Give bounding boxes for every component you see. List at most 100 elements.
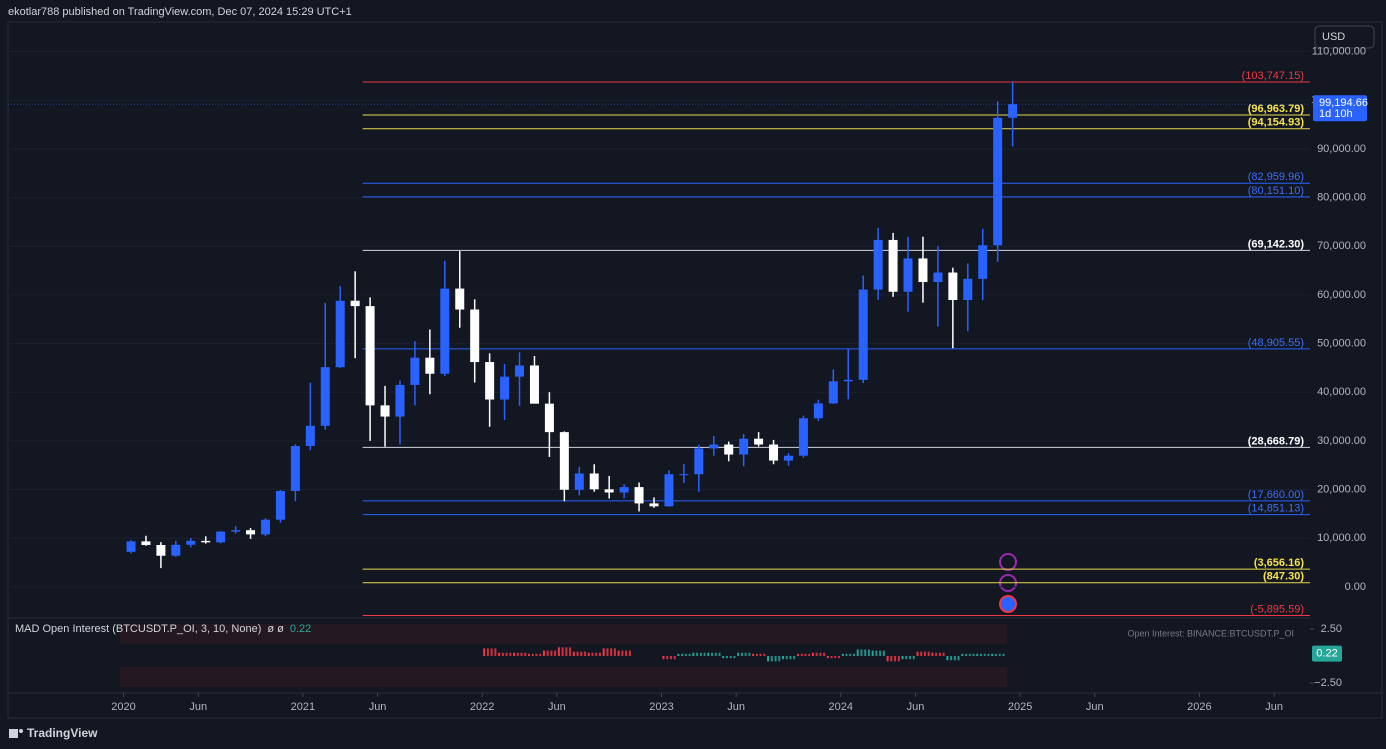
candle-body bbox=[963, 278, 973, 301]
indicator-bar bbox=[520, 652, 523, 656]
indicator-bar bbox=[584, 651, 587, 656]
indicator-bar bbox=[557, 647, 560, 656]
candle-body bbox=[798, 418, 808, 456]
currency-button[interactable] bbox=[1314, 25, 1375, 49]
candle-body bbox=[350, 300, 360, 307]
indicator-bar bbox=[561, 647, 564, 656]
indicator-bar bbox=[770, 655, 773, 662]
indicator-bar bbox=[927, 651, 930, 656]
indicator-bar bbox=[602, 648, 605, 656]
level-label: (80,151.10) bbox=[1248, 185, 1304, 197]
currency[interactable]: USD bbox=[1322, 31, 1345, 43]
indicator-bar bbox=[527, 653, 530, 656]
candle-body bbox=[500, 376, 510, 400]
indicator-bar bbox=[483, 648, 486, 656]
x-tick-label: 2020 bbox=[111, 701, 135, 713]
indicator-bar bbox=[494, 648, 497, 656]
y-tick-label: 20,000.00 bbox=[1317, 483, 1366, 495]
indicator-bar bbox=[826, 655, 829, 659]
x-tick-label: Jun bbox=[189, 701, 207, 713]
indicator-bar bbox=[591, 652, 594, 656]
indicator-band bbox=[120, 667, 1007, 687]
level-label: (-5,895.59) bbox=[1250, 603, 1304, 615]
indicator-bar bbox=[879, 650, 882, 656]
indicator-bar bbox=[942, 652, 945, 656]
indicator-bar bbox=[901, 655, 904, 660]
indicator-bar bbox=[793, 655, 796, 660]
indicator-bar bbox=[804, 653, 807, 656]
indicator-bar bbox=[811, 652, 814, 656]
candle-body bbox=[410, 357, 420, 385]
y-tick-label: 80,000.00 bbox=[1317, 192, 1366, 204]
indicator-bar bbox=[744, 652, 747, 656]
header: ekotlar788 published on TradingView.com,… bbox=[8, 6, 352, 18]
indicator-bar bbox=[987, 653, 990, 656]
candle-body bbox=[888, 239, 898, 292]
indicator-bar bbox=[994, 653, 997, 656]
indicator-bar bbox=[707, 652, 710, 656]
x-tick-label: 2023 bbox=[649, 701, 673, 713]
indicator-bar bbox=[621, 650, 624, 656]
indicator-bar bbox=[711, 652, 714, 656]
indicator-bar bbox=[968, 653, 971, 656]
indicator-band bbox=[120, 624, 1007, 644]
indicator-bar bbox=[535, 653, 538, 656]
candle-body bbox=[320, 367, 330, 426]
candle-body bbox=[918, 258, 928, 283]
footer-logo bbox=[9, 729, 23, 738]
candle-body bbox=[335, 300, 345, 368]
x-tick-label: Jun bbox=[727, 701, 745, 713]
indicator-bar bbox=[852, 653, 855, 656]
level-label: (17,660.00) bbox=[1248, 489, 1304, 501]
indicator-bar bbox=[546, 650, 549, 656]
y-tick-label: 0.00 bbox=[1345, 581, 1366, 593]
indicator-bar bbox=[610, 648, 613, 656]
indicator-bar bbox=[897, 655, 900, 662]
indicator-bar bbox=[625, 650, 628, 656]
last-price-label: 99,194.66 bbox=[1319, 97, 1368, 109]
indicator-bar bbox=[595, 652, 598, 656]
candle-body bbox=[216, 531, 226, 543]
candle-body bbox=[395, 384, 405, 417]
indicator-bar bbox=[718, 652, 721, 656]
indicator-bar bbox=[759, 653, 762, 656]
indicator-source: Open Interest: BINANCE:BTCUSDT.P_OI bbox=[1127, 628, 1294, 638]
indicator-bar bbox=[894, 655, 897, 662]
x-tick-label: Jun bbox=[907, 701, 925, 713]
candle-body bbox=[709, 444, 719, 449]
indicator-bar bbox=[935, 652, 938, 656]
indicator-bar bbox=[830, 655, 833, 659]
indicator-bar bbox=[755, 653, 758, 656]
indicator-bar bbox=[980, 653, 982, 656]
y-tick-label: 110,000.00 bbox=[1312, 46, 1366, 58]
indicator-bar bbox=[684, 653, 687, 656]
candle-body bbox=[619, 487, 629, 493]
candle-body bbox=[858, 289, 868, 380]
x-tick-label: 2022 bbox=[470, 701, 494, 713]
indicator-bar bbox=[834, 655, 837, 659]
indicator-bar bbox=[752, 653, 755, 656]
indicator-bar bbox=[946, 655, 949, 661]
indicator-bar bbox=[729, 655, 732, 659]
y-tick-label: 10,000.00 bbox=[1317, 532, 1366, 544]
candle-body bbox=[754, 438, 764, 445]
countdown: 1d 10h bbox=[1319, 108, 1353, 120]
indicator-bar bbox=[796, 653, 799, 656]
indicator-bar bbox=[909, 655, 912, 660]
candle-body bbox=[769, 444, 779, 461]
indicator-bar bbox=[516, 652, 519, 656]
indicator-tick-label: −2.50 bbox=[1314, 677, 1342, 689]
indicator-bar bbox=[501, 652, 504, 656]
indicator-bar bbox=[905, 655, 908, 660]
footer-brand: TradingView bbox=[27, 726, 98, 740]
indicator-bar bbox=[890, 655, 893, 662]
indicator-bar bbox=[849, 653, 852, 656]
indicator-symbols: ø ø bbox=[267, 623, 284, 635]
indicator-bar bbox=[789, 655, 792, 660]
indicator-bar bbox=[505, 652, 508, 656]
candle-body bbox=[186, 540, 196, 545]
candle-body bbox=[231, 530, 241, 532]
indicator-bar bbox=[513, 652, 516, 656]
candle-body bbox=[559, 432, 569, 490]
candle-body bbox=[993, 117, 1003, 246]
